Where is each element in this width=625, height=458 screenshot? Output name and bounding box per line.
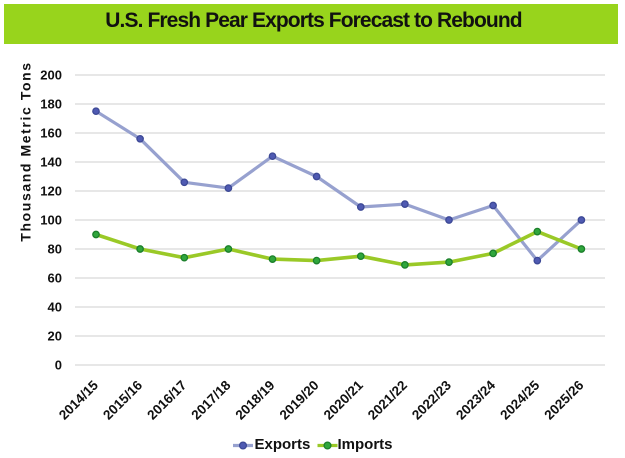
svg-text:20: 20 — [48, 329, 62, 344]
svg-text:200: 200 — [40, 68, 62, 83]
svg-text:40: 40 — [48, 300, 62, 315]
svg-text:2024/25: 2024/25 — [497, 377, 542, 422]
svg-text:100: 100 — [40, 213, 62, 228]
svg-text:2020/21: 2020/21 — [321, 377, 366, 422]
svg-text:2014/15: 2014/15 — [56, 377, 101, 422]
svg-text:2025/26: 2025/26 — [541, 377, 586, 422]
svg-text:Imports: Imports — [338, 436, 393, 453]
svg-text:2015/16: 2015/16 — [100, 377, 145, 422]
svg-text:180: 180 — [40, 97, 62, 112]
svg-text:2021/22: 2021/22 — [365, 378, 410, 423]
svg-text:80: 80 — [48, 242, 62, 257]
svg-text:120: 120 — [40, 184, 62, 199]
svg-text:60: 60 — [48, 271, 62, 286]
svg-text:2018/19: 2018/19 — [232, 378, 277, 423]
svg-text:Exports: Exports — [255, 436, 311, 453]
svg-text:0: 0 — [55, 358, 62, 373]
svg-text:2022/23: 2022/23 — [409, 377, 454, 422]
svg-text:140: 140 — [40, 155, 62, 170]
svg-text:160: 160 — [40, 126, 62, 141]
svg-text:2016/17: 2016/17 — [144, 378, 189, 423]
svg-text:Thousand Metric Tons: Thousand Metric Tons — [18, 61, 34, 241]
svg-text:2023/24: 2023/24 — [453, 377, 498, 422]
svg-text:2017/18: 2017/18 — [188, 377, 233, 422]
svg-text:2019/20: 2019/20 — [277, 378, 322, 423]
